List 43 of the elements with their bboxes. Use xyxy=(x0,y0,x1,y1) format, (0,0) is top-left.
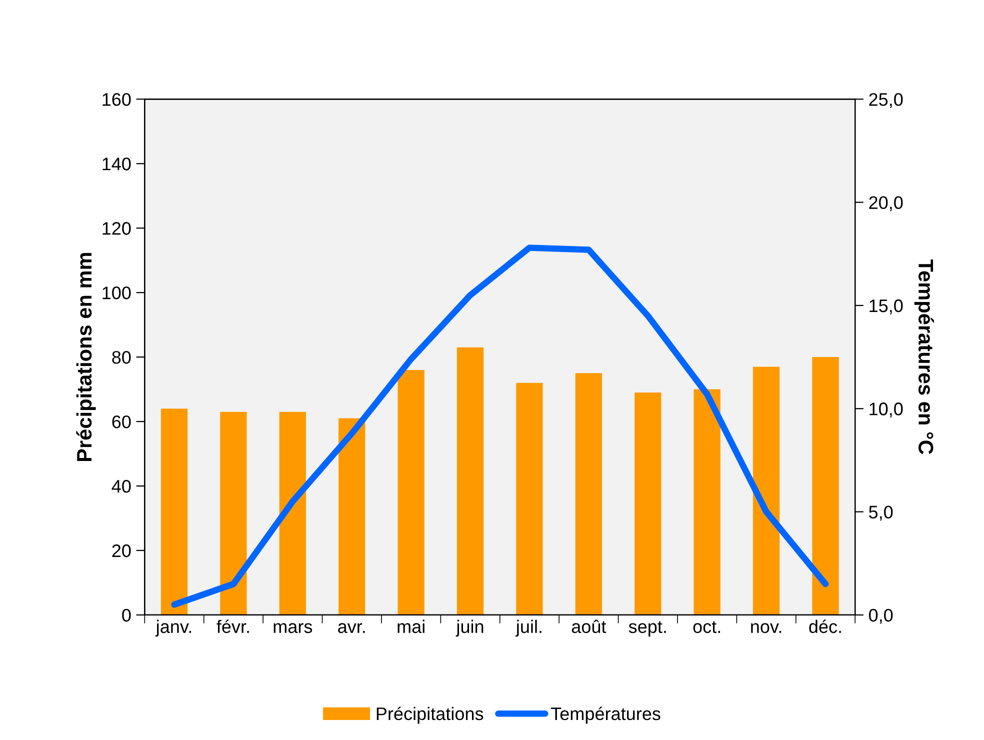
y-tick-label: 0 xyxy=(122,608,131,622)
x-tick-label: oct. xyxy=(693,621,720,634)
bar xyxy=(160,408,188,615)
x-tick-label: mai xyxy=(398,620,424,634)
y2-tick-label: 15,0 xyxy=(870,299,903,314)
y2-tick-label: 5,0 xyxy=(869,506,893,521)
legend-label: Précipitations xyxy=(376,706,484,724)
x-tick-label: janv. xyxy=(155,620,192,637)
bar xyxy=(279,412,306,615)
y2-tick-label: 25,0 xyxy=(869,93,903,108)
y-tick-label: 100 xyxy=(102,286,131,300)
x-tick-label: nov. xyxy=(751,623,782,634)
x-tick-label: févr. xyxy=(216,620,249,634)
y-tick-label: 40 xyxy=(112,480,131,493)
y-tick-label: 20 xyxy=(112,544,131,558)
y-tick-label: 120 xyxy=(102,222,131,235)
bar xyxy=(456,347,484,615)
x-tick-label: déc. xyxy=(809,620,841,634)
bar xyxy=(398,370,424,615)
bar xyxy=(694,389,720,615)
x-tick-label: août xyxy=(572,620,606,634)
bar xyxy=(516,382,543,615)
y2-tick-label: 20,0 xyxy=(869,196,903,212)
y2-axis-title: Températures en °C xyxy=(914,260,934,454)
y-axis-title: Précipitations en mm xyxy=(76,252,96,462)
bar xyxy=(634,392,662,615)
x-tick-label: avr. xyxy=(338,623,365,634)
y-tick-label: 60 xyxy=(112,415,131,428)
bar xyxy=(338,418,366,615)
bar xyxy=(752,366,780,615)
bar xyxy=(812,357,839,615)
bar xyxy=(575,373,602,615)
bar xyxy=(220,412,247,615)
y-tick-label: 140 xyxy=(102,158,131,170)
x-tick-label: juil. xyxy=(515,620,542,637)
y2-tick-label: 0,0 xyxy=(868,608,893,624)
x-tick-label: juin xyxy=(456,620,484,637)
legend-label: Températures xyxy=(550,706,660,724)
x-tick-label: sept. xyxy=(628,621,666,637)
x-tick-label: mars xyxy=(274,623,312,634)
y2-tick-label: 10,0 xyxy=(870,402,903,418)
y-tick-label: 80 xyxy=(112,350,131,364)
y-tick-label: 160 xyxy=(102,93,131,106)
